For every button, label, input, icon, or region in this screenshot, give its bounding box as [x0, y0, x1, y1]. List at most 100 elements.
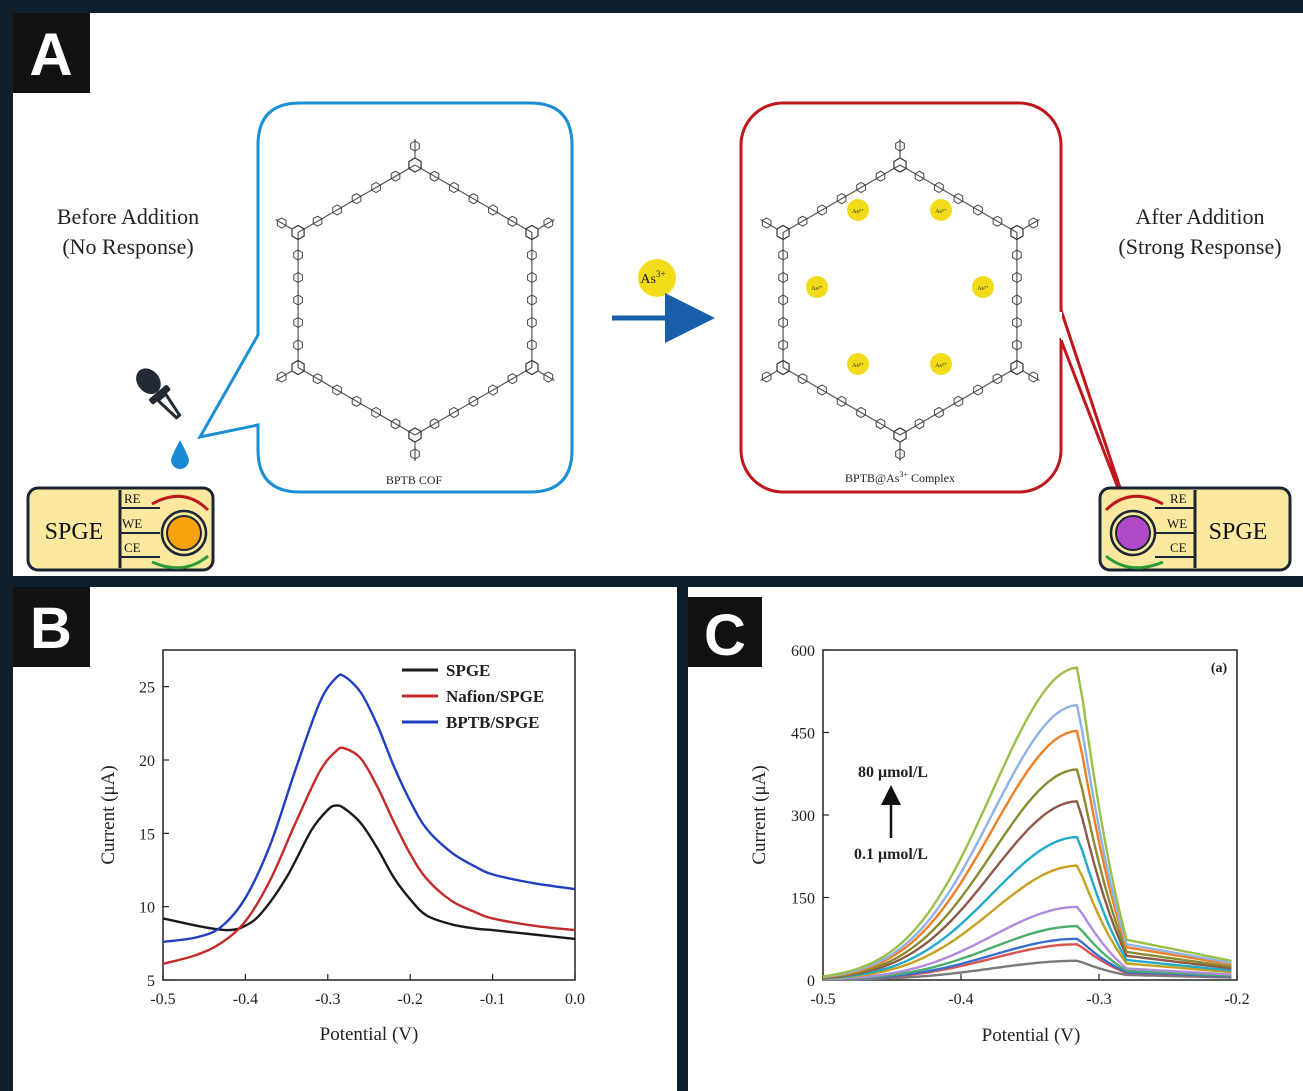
x-tick-label: -0.3: [315, 991, 340, 1008]
cof-ring: [778, 271, 788, 284]
chart-b-xlabel: Potential (V): [320, 1024, 419, 1045]
cof-branch: [537, 218, 555, 230]
y-tick-label: 0: [807, 973, 815, 990]
cof-ring: [914, 170, 925, 182]
spge-label-after: SPGE: [1209, 519, 1268, 545]
series-line: [822, 835, 1232, 980]
panel-c-label-box: [688, 597, 762, 667]
y-tick-label: 600: [791, 643, 815, 660]
cof-ring: [293, 316, 303, 329]
cof-ring: [992, 215, 1003, 227]
cof-ring: [429, 418, 440, 430]
x-tick-label: -0.2: [1224, 991, 1249, 1008]
cof-ring: [778, 339, 788, 351]
cof-node: [1010, 359, 1024, 376]
cof-edge: [297, 366, 416, 436]
cof-branch: [275, 218, 293, 230]
bound-as-ion-label: As³⁺: [977, 286, 989, 292]
cof-ring: [543, 217, 554, 229]
panel-c-background: [688, 587, 1303, 1091]
cof-ring: [527, 271, 537, 284]
cof-ring: [371, 181, 381, 194]
concentration-high-label: 80 μmol/L: [858, 764, 928, 781]
spge-label-before: SPGE: [45, 519, 104, 545]
cof-ring: [1012, 249, 1022, 261]
cof-ring: [468, 193, 479, 205]
cof-ring: [778, 316, 788, 329]
as-ion-label: As3+: [640, 269, 665, 287]
cof-ring: [895, 448, 905, 460]
working-electrode-before: [166, 515, 202, 551]
cof-ring: [953, 193, 964, 205]
cof-ring: [1028, 217, 1039, 229]
cof-ring: [390, 418, 401, 430]
cof-ring: [468, 395, 479, 407]
ce-label-before: CE: [124, 540, 141, 555]
cof-ring: [390, 170, 401, 182]
cof-ring: [875, 170, 886, 182]
cof-ring: [312, 215, 323, 227]
y-tick-label: 10: [139, 900, 155, 917]
cof-ring: [293, 294, 303, 306]
ce-label-after: CE: [1170, 540, 1187, 555]
y-tick-label: 15: [139, 826, 155, 843]
bound-as-ion-label: As³⁺: [935, 209, 947, 215]
x-tick-label: -0.4: [948, 991, 973, 1008]
cof-ring: [507, 215, 518, 227]
spge-electrode-before: SPGE RE WE CE: [26, 486, 215, 572]
cof-ring: [836, 193, 847, 205]
cof-ring: [953, 395, 964, 407]
x-tick-label: -0.2: [398, 991, 423, 1008]
cof-ring: [527, 249, 537, 261]
bound-as-ion: [930, 199, 952, 221]
cof-ring: [1012, 271, 1022, 284]
cof-branch: [1022, 370, 1040, 382]
cof-ring: [293, 249, 303, 261]
re-label-before: RE: [124, 491, 141, 506]
y-tick-label: 20: [139, 753, 155, 770]
bound-as-ion-label: As³⁺: [852, 363, 864, 369]
x-tick-label: -0.5: [150, 991, 175, 1008]
cof-ring: [778, 294, 788, 306]
cof-ring: [778, 249, 788, 261]
cof-ring: [1012, 339, 1022, 351]
bound-as-ion-label: As³⁺: [935, 363, 947, 369]
series-line: [822, 703, 1232, 978]
bound-as-ion: [806, 276, 828, 298]
cof-edge: [899, 164, 1018, 234]
cof-branch: [1022, 218, 1040, 230]
cof-branch: [760, 218, 778, 230]
we-label-before: WE: [122, 516, 142, 531]
cof-ring: [817, 204, 827, 216]
series-line: [822, 905, 1232, 981]
cof-node: [291, 359, 305, 376]
bound-as-ion: [930, 353, 952, 375]
cof-ring: [507, 373, 518, 385]
cof-ring: [836, 395, 847, 407]
cof-structure: [275, 139, 555, 461]
cof-ring: [332, 204, 342, 216]
series-line: [822, 800, 1232, 980]
cof-edge: [414, 366, 533, 436]
cof-node: [893, 157, 907, 173]
chart-b-frame: [162, 649, 576, 981]
cof-ring: [488, 384, 498, 396]
cof-ring: [797, 373, 808, 385]
cof-ring: [1028, 371, 1039, 383]
series-line: [822, 729, 1232, 979]
series-line: [162, 673, 576, 944]
cof-ring: [895, 140, 905, 152]
cof-ring: [992, 373, 1003, 385]
cof-ring: [351, 193, 362, 205]
x-tick-label: -0.5: [810, 991, 835, 1008]
legend-label: BPTB/SPGE: [446, 713, 540, 732]
legend-label: Nafion/SPGE: [446, 687, 544, 706]
cof-ring: [429, 170, 440, 182]
cof-caption: BPTB COF: [386, 473, 443, 487]
dropper-icon: [136, 368, 182, 420]
working-electrode-after: [1115, 515, 1151, 551]
y-tick-label: 150: [791, 891, 815, 908]
cof-edge: [414, 164, 533, 234]
concentration-low-label: 0.1 μmol/L: [854, 846, 928, 863]
